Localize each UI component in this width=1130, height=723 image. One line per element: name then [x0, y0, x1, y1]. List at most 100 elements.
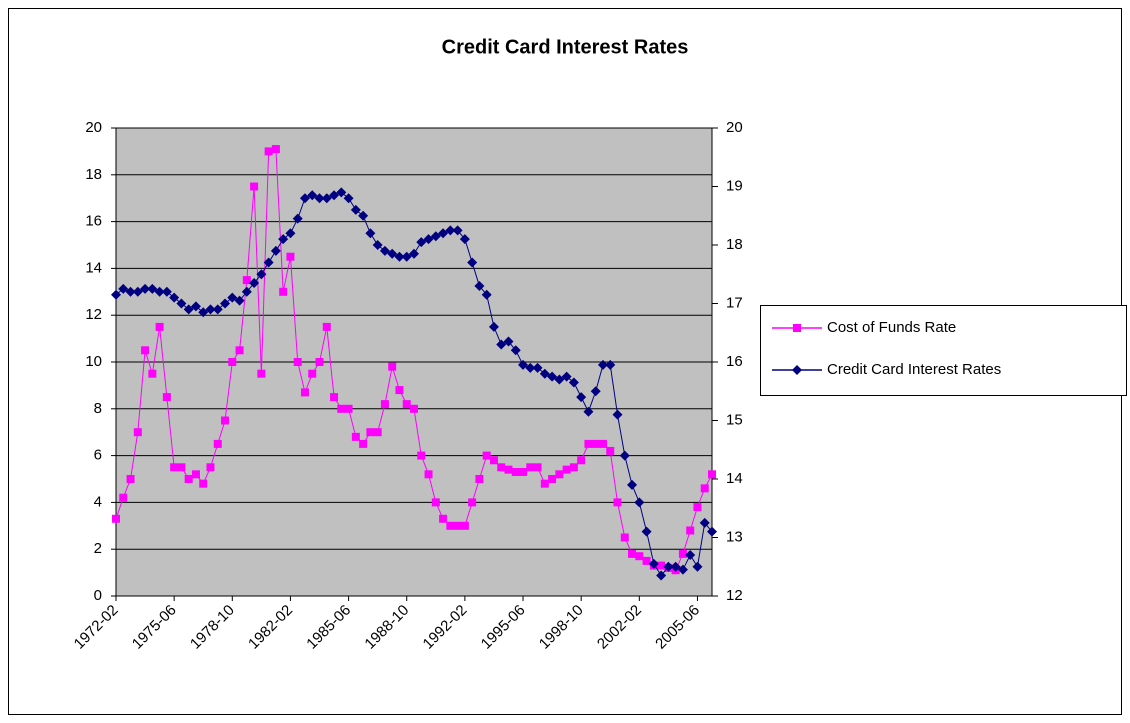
- y-tick-label: 10: [85, 353, 102, 370]
- point: [401, 251, 412, 262]
- y-tick-label: 14: [85, 259, 102, 276]
- point: [263, 257, 274, 268]
- point: [548, 475, 557, 483]
- point: [140, 283, 151, 294]
- point: [350, 204, 361, 215]
- point: [249, 278, 260, 289]
- point: [467, 257, 478, 268]
- point: [112, 514, 120, 523]
- y-tick-label: 0: [94, 587, 102, 604]
- point: [561, 371, 572, 382]
- point: [111, 289, 121, 300]
- point: [569, 463, 578, 472]
- point: [510, 345, 521, 356]
- point: [154, 286, 165, 297]
- point: [605, 359, 616, 370]
- point: [199, 479, 208, 488]
- point: [373, 428, 382, 437]
- point: [358, 210, 369, 221]
- point: [307, 190, 318, 201]
- point: [241, 286, 252, 297]
- point: [590, 386, 601, 397]
- point: [190, 301, 201, 312]
- point: [496, 339, 507, 350]
- point: [474, 280, 485, 291]
- point: [417, 451, 426, 460]
- point: [285, 228, 296, 239]
- point: [162, 393, 171, 402]
- point: [511, 467, 520, 476]
- point: [634, 497, 645, 508]
- y-tick-label: 20: [85, 119, 102, 136]
- legend: [760, 305, 1127, 396]
- point: [191, 470, 200, 479]
- legend-marker: [792, 365, 802, 375]
- y2-tick-label: 16: [726, 353, 743, 370]
- point: [685, 550, 696, 561]
- point: [250, 182, 259, 191]
- point: [410, 404, 418, 413]
- point: [366, 428, 375, 437]
- point: [242, 276, 251, 285]
- y-tick-label: 16: [85, 213, 102, 230]
- point: [656, 570, 667, 581]
- point: [177, 463, 186, 472]
- point: [431, 498, 440, 507]
- point: [330, 393, 339, 402]
- point: [206, 463, 215, 472]
- point: [293, 358, 302, 366]
- point: [402, 400, 411, 409]
- y-tick-label: 6: [94, 447, 102, 464]
- point: [518, 359, 529, 370]
- y2-tick-label: 14: [726, 470, 743, 487]
- point: [161, 286, 172, 297]
- point: [663, 561, 674, 572]
- point: [133, 428, 142, 437]
- point: [118, 283, 129, 294]
- point: [155, 322, 164, 331]
- point: [183, 304, 194, 315]
- point: [228, 358, 237, 366]
- point: [286, 252, 295, 261]
- point: [693, 503, 702, 512]
- point: [459, 234, 470, 245]
- y-tick-label: 2: [94, 540, 102, 557]
- point: [677, 564, 688, 575]
- point: [257, 369, 266, 378]
- point: [708, 470, 716, 479]
- point: [271, 145, 280, 154]
- point: [641, 526, 652, 537]
- point: [504, 465, 513, 474]
- point: [126, 475, 135, 483]
- point: [176, 298, 187, 309]
- point: [424, 470, 433, 479]
- point: [554, 374, 565, 385]
- point: [270, 245, 281, 256]
- point: [460, 521, 469, 530]
- point: [359, 439, 368, 448]
- point: [372, 240, 383, 250]
- point: [620, 533, 629, 542]
- point: [205, 304, 216, 315]
- point: [365, 228, 376, 239]
- y2-tick-label: 19: [726, 177, 743, 194]
- y2-tick-label: 15: [726, 411, 743, 428]
- point: [212, 304, 223, 315]
- point: [344, 404, 353, 413]
- point: [613, 498, 622, 507]
- point: [395, 386, 404, 395]
- point: [686, 526, 695, 535]
- point: [394, 251, 405, 262]
- point: [583, 406, 594, 417]
- point: [707, 526, 717, 537]
- point: [148, 369, 157, 378]
- point: [141, 346, 150, 355]
- point: [329, 190, 340, 201]
- point: [562, 465, 571, 474]
- point: [416, 237, 427, 248]
- point: [278, 234, 289, 245]
- y2-tick-label: 20: [726, 119, 743, 136]
- point: [322, 322, 331, 331]
- point: [292, 213, 303, 224]
